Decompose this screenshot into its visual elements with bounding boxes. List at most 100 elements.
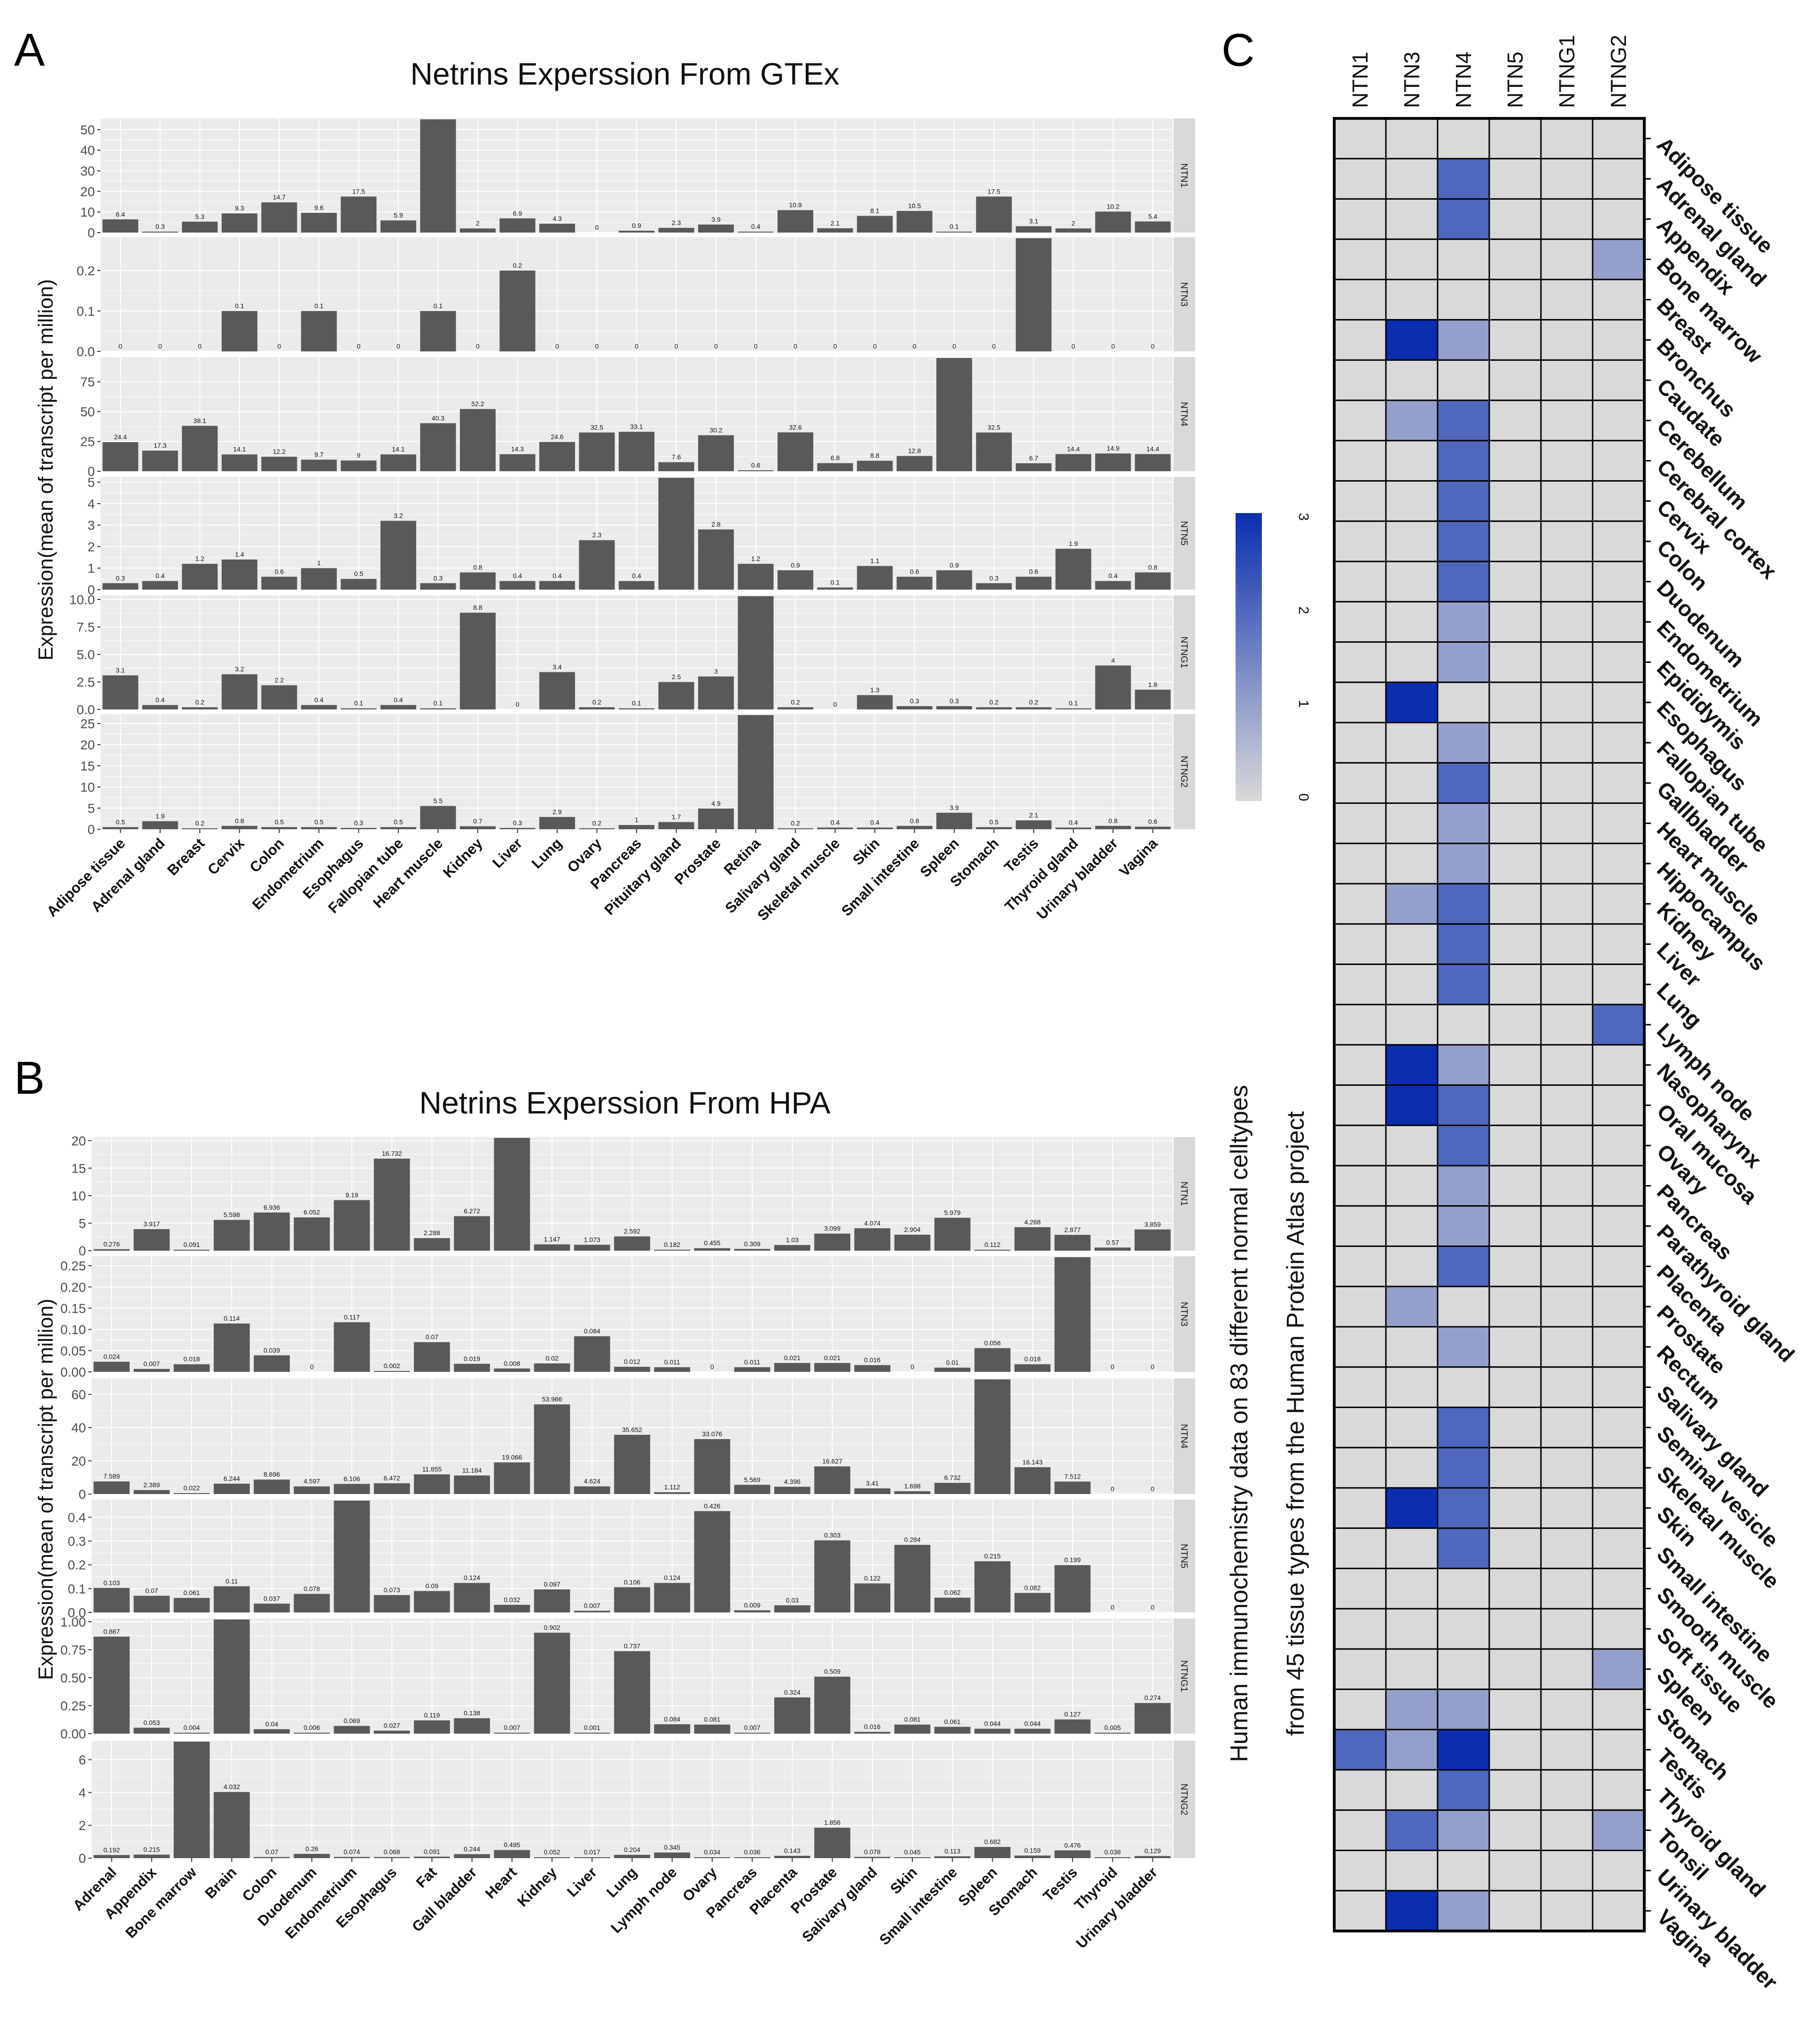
heatmap-cell [1592, 1809, 1645, 1852]
chart-a-value-label: 0.8 [1148, 563, 1158, 571]
heatmap-cell [1488, 1084, 1542, 1126]
heatmap-cell [1333, 883, 1387, 925]
chart-a-value-label: 0.4 [831, 818, 840, 826]
heatmap-cell [1540, 601, 1594, 643]
heatmap-cell [1333, 681, 1387, 724]
chart-a-value-label: 0 [158, 343, 162, 350]
heatmap-cell [1333, 1447, 1387, 1489]
chart-b-value-label: 0 [1111, 1363, 1114, 1370]
chart-a-bar-ntn1 [539, 224, 575, 233]
chart-a-y-tick-label: 7.5 [77, 620, 95, 635]
chart-b-value-label: 0.122 [864, 1574, 880, 1582]
chart-a-x-category-label: Breast [164, 835, 208, 879]
chart-b-value-label: 0.112 [985, 1241, 1001, 1248]
heatmap-cell [1592, 1246, 1645, 1287]
chart-b-value-label: 0.009 [744, 1601, 761, 1609]
chart-b-value-label: 0.012 [624, 1358, 640, 1365]
chart-b-bar-ntn5 [934, 1597, 971, 1612]
chart-a-bar-ntn1 [261, 202, 297, 233]
chart-a-bar-ntn4 [142, 451, 178, 471]
heatmap-cell [1592, 1285, 1645, 1328]
chart-b-bar-ntn4 [574, 1486, 610, 1494]
chart-a-bar-ntn5 [579, 540, 615, 590]
heatmap-cell [1488, 1648, 1542, 1690]
heatmap-cell [1385, 560, 1439, 603]
chart-a-bar-ntn1 [1055, 228, 1091, 233]
chart-b-value-label: 0.02 [545, 1355, 558, 1362]
chart-b-value-label: 0.004 [184, 1724, 200, 1731]
chart-a-y-tick-label: 0 [87, 226, 95, 240]
chart-b-value-label: 0.036 [744, 1848, 761, 1856]
heatmap-legend-tick: 3 [1296, 513, 1311, 521]
chart-a-value-label: 4.9 [711, 800, 721, 807]
chart-a-value-label: 2.1 [831, 219, 840, 227]
chart-a-value-label: 0 [277, 343, 281, 350]
chart-a-bar-ntn4 [261, 457, 297, 471]
heatmap-cell [1488, 520, 1542, 562]
chart-b-value-label: 0.002 [384, 1362, 400, 1370]
heatmap-cell [1385, 762, 1439, 804]
chart-b-value-label: 0.091 [424, 1848, 440, 1855]
heatmap-cell [1333, 117, 1387, 160]
heatmap-cell [1592, 1487, 1645, 1529]
heatmap-cell [1385, 279, 1439, 321]
chart-b-bar-ntn3 [334, 1322, 370, 1372]
chart-a-bar-ntn1 [618, 231, 655, 233]
chart-b-bar-ntn4 [373, 1483, 410, 1494]
chart-a-value-label: 0.3 [156, 223, 165, 230]
chart-b-bar-ntn1 [614, 1236, 650, 1251]
chart-b-value-label: 0.053 [143, 1719, 160, 1726]
heatmap-cell [1333, 1406, 1387, 1448]
heatmap-cell [1592, 1648, 1645, 1690]
chart-b-value-label: 11.855 [422, 1465, 442, 1473]
chart-a-value-label: 0.6 [1148, 818, 1158, 825]
heatmap-cell [1437, 1246, 1490, 1287]
chart-b-bar-ntn1 [974, 1250, 1011, 1251]
chart-a-facet-strip [1174, 237, 1195, 351]
chart-a-x-category-label: Cervix [204, 835, 248, 878]
chart-a-value-label: 17.5 [988, 187, 1000, 195]
heatmap-cell [1540, 1608, 1594, 1650]
chart-a-value-label: 0.1 [632, 700, 641, 707]
heatmap-cell [1385, 480, 1439, 522]
chart-a-bar-ntng2 [420, 806, 456, 829]
chart-b-bar-ntn3 [614, 1367, 650, 1372]
chart-b-value-label: 0.001 [584, 1724, 600, 1731]
heatmap-cell [1592, 1165, 1645, 1207]
chart-a-bar-ntng2 [1055, 827, 1091, 829]
chart-b-value-label: 0.073 [384, 1586, 400, 1594]
heatmap-cell [1437, 762, 1490, 804]
chart-b-value-label: 6.472 [384, 1474, 400, 1482]
chart-b-bar-ntng1 [654, 1724, 691, 1734]
heatmap-cell [1437, 842, 1490, 885]
chart-a-value-label: 2.3 [672, 219, 681, 226]
chart-b-bar-ntn1 [894, 1235, 931, 1251]
chart-b-bar-ntn1 [494, 1138, 530, 1251]
heatmap-cell [1488, 1004, 1542, 1046]
chart-a-value-label: 2.9 [552, 808, 562, 816]
chart-a-value-label: 14.1 [233, 445, 246, 453]
heatmap-cell [1385, 1044, 1439, 1086]
chart-a-facet-ntng1: 0.0 2.5 5.0 7.5 10.0 3.1 0.4 0.2 3.2 2.2 0.4 0.1 0.4… [70, 592, 1195, 717]
chart-a-value-label: 0.9 [632, 222, 641, 229]
chart-a-value-label: 2.8 [711, 521, 721, 528]
chart-b-value-label: 1.112 [664, 1483, 680, 1491]
chart-a-value-label: 0.3 [434, 574, 443, 582]
heatmap-cell [1333, 1285, 1387, 1328]
chart-b-bar-ntn4 [974, 1379, 1011, 1494]
chart-b-value-label: 2.877 [1064, 1226, 1081, 1233]
chart-a-value-label: 6.7 [1029, 454, 1038, 462]
chart-b-value-label: 0.008 [504, 1360, 520, 1367]
heatmap-cell [1385, 1406, 1439, 1448]
chart-b-bar-ntn4 [93, 1481, 130, 1494]
heatmap-cell [1385, 842, 1439, 885]
chart-a-value-label: 2.3 [592, 531, 602, 539]
heatmap-cell [1488, 158, 1542, 200]
chart-b-bar-ntn1 [774, 1245, 810, 1251]
heatmap-cell [1437, 1004, 1490, 1046]
chart-b-value-label: 0.016 [864, 1356, 880, 1364]
chart-b-value-label: 0.032 [504, 1596, 520, 1604]
heatmap-cell [1540, 520, 1594, 562]
chart-a-bar-ntng1 [1016, 707, 1052, 709]
heatmap-cell [1592, 1527, 1645, 1569]
